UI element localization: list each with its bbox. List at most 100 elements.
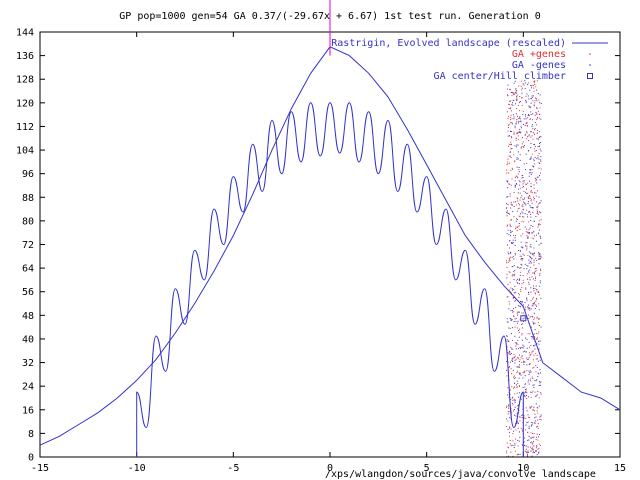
gene-dot <box>534 395 536 397</box>
gene-dot <box>533 104 535 106</box>
gene-dot <box>514 201 516 203</box>
gene-dot <box>524 361 526 363</box>
gene-dot <box>511 373 512 375</box>
gene-dot <box>528 150 530 151</box>
gene-dot <box>516 131 518 133</box>
gene-dot <box>508 353 510 355</box>
gene-dot <box>532 232 534 234</box>
gene-dot <box>519 159 521 161</box>
gene-dot <box>538 196 540 198</box>
gene-dot <box>536 316 538 318</box>
x-axis: -15 -10 -5 0 5 10 15 <box>31 32 626 474</box>
gene-dot <box>521 97 523 99</box>
gene-dot <box>528 82 530 84</box>
gene-dot <box>520 374 522 376</box>
y-tick-label: 64 <box>22 264 34 275</box>
gene-dot <box>517 366 519 368</box>
gene-dot <box>534 344 536 346</box>
gene-dot <box>506 225 508 227</box>
gene-dot <box>507 95 509 97</box>
gene-dot <box>513 279 515 281</box>
gene-dot <box>520 267 522 269</box>
gene-dot <box>540 270 542 271</box>
gene-dot <box>508 155 510 157</box>
gene-dot <box>538 162 540 164</box>
gene-dot <box>540 168 542 170</box>
gene-dot <box>524 370 526 372</box>
gene-dot <box>528 98 530 100</box>
gene-dot <box>521 430 523 432</box>
gene-dot <box>525 191 527 193</box>
gene-dot <box>517 422 519 424</box>
gene-dot <box>517 322 519 324</box>
gene-dot <box>508 108 510 109</box>
gene-dot <box>539 211 541 213</box>
gene-dot <box>528 356 530 358</box>
gene-dot <box>537 205 539 207</box>
gene-dot <box>527 314 529 316</box>
gene-dot <box>528 134 530 136</box>
gene-dot <box>537 203 539 205</box>
gene-dot <box>523 395 525 397</box>
gene-dot <box>529 118 531 120</box>
gene-dot <box>530 262 532 264</box>
gene-dot <box>510 318 512 320</box>
gene-dot <box>521 104 523 106</box>
gene-dot <box>532 384 534 386</box>
gene-dot <box>507 428 509 430</box>
gene-dot <box>526 117 528 119</box>
gene-dot <box>513 321 515 323</box>
gene-dot <box>517 138 519 140</box>
gene-dot <box>523 351 524 353</box>
gene-dot <box>532 359 534 361</box>
gene-dot <box>506 196 508 198</box>
gene-dot <box>526 422 528 424</box>
gene-dot <box>510 207 512 209</box>
gene-dot <box>514 160 516 162</box>
gene-dot <box>529 333 531 335</box>
gene-dot <box>508 103 510 105</box>
gene-dot <box>535 195 537 197</box>
gene-dot <box>516 342 518 344</box>
gene-dot <box>532 433 533 434</box>
gene-dot <box>506 262 508 264</box>
gene-dot <box>538 443 540 445</box>
gene-dot <box>511 95 513 97</box>
gene-dot <box>507 387 509 389</box>
gene-dot <box>529 195 531 197</box>
gene-dot <box>511 411 513 413</box>
gene-dot <box>520 125 522 127</box>
gene-dot <box>532 450 534 452</box>
gene-dot <box>525 417 527 419</box>
gene-dot <box>522 279 524 281</box>
gene-dot <box>517 144 519 146</box>
gene-dot <box>524 134 526 136</box>
gene-dot <box>518 278 520 280</box>
gene-dot <box>516 96 518 98</box>
gene-dot <box>517 327 519 329</box>
gene-dot <box>529 180 530 182</box>
gene-dot <box>525 122 527 124</box>
gene-dot <box>514 444 516 446</box>
gene-dot <box>533 384 535 386</box>
gene-dot <box>519 311 520 313</box>
gene-dot <box>521 177 523 179</box>
gene-dot <box>531 441 533 443</box>
gene-dot <box>535 216 537 217</box>
gene-dot <box>517 188 519 190</box>
gene-dot <box>530 261 532 263</box>
gene-dot <box>514 184 516 186</box>
gene-dot <box>515 317 517 319</box>
gene-dot <box>526 247 528 249</box>
gene-dot <box>540 414 542 416</box>
gene-dot <box>527 265 529 267</box>
gene-dot <box>540 156 542 158</box>
gene-dot <box>520 289 521 291</box>
gene-dot <box>530 200 532 202</box>
gene-dot <box>534 128 536 129</box>
y-tick-label: 80 <box>22 216 34 227</box>
gene-dot <box>535 300 537 302</box>
gene-dot <box>506 346 508 348</box>
gene-dot <box>508 340 510 342</box>
gene-dot <box>508 183 510 185</box>
